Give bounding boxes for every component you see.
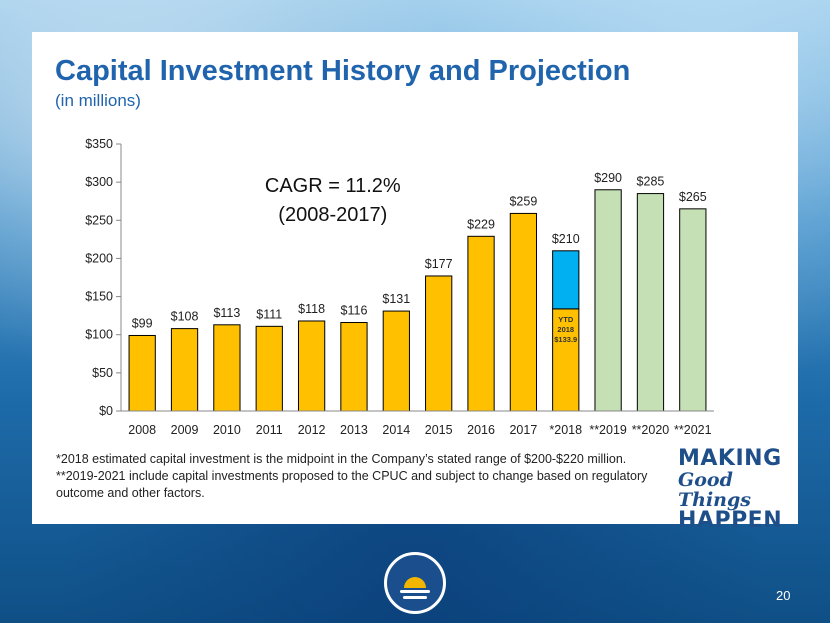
footnote-2019-2021-cont: outcome and other factors. xyxy=(56,486,205,500)
page-subtitle: (in millions) xyxy=(55,91,141,110)
bar-2016 xyxy=(467,235,495,412)
y-tick-label: $250 xyxy=(85,213,113,227)
page-title: Capital Investment History and Projectio… xyxy=(55,55,631,87)
y-tick-label: $0 xyxy=(99,404,113,418)
bars xyxy=(128,189,707,412)
x-tick-label: *2018 xyxy=(549,423,582,437)
bar-value-label: $177 xyxy=(425,257,453,271)
bar-2009 xyxy=(170,328,199,412)
x-tick-label: 2015 xyxy=(425,423,453,437)
bar-value-label: $285 xyxy=(637,175,665,189)
y-tick-label: $50 xyxy=(92,366,113,380)
cagr-annotation-line: CAGR = 11.2% xyxy=(265,175,401,197)
bar-2017 xyxy=(509,212,538,412)
footnote-2018: *2018 estimated capital investment is th… xyxy=(56,452,627,466)
bar-2018-remaining xyxy=(552,250,580,310)
page-number: 20 xyxy=(776,588,791,603)
x-tick-label: 2014 xyxy=(382,423,410,437)
slide-card xyxy=(32,32,798,524)
bar-2013 xyxy=(340,322,368,412)
bar-2012 xyxy=(297,320,326,412)
x-tick-label: 2013 xyxy=(340,423,368,437)
ytd-label-line: 2018 xyxy=(557,325,574,334)
ytd-label-line: YTD xyxy=(558,315,574,324)
bar-2008 xyxy=(128,334,156,412)
x-tick-label: **2020 xyxy=(632,423,670,437)
bar-value-label: $113 xyxy=(213,306,240,320)
x-tick-label: 2010 xyxy=(213,423,241,437)
company-seal-icon xyxy=(384,552,446,614)
brand-line-2: Good Things xyxy=(678,469,751,511)
bar-value-label: $290 xyxy=(594,171,622,185)
seal-wave-shape-2 xyxy=(403,596,427,599)
brand-line-3: HAPPEN xyxy=(678,508,783,533)
bar-value-label: $265 xyxy=(679,190,707,204)
value-labels: $99 $108 $113 $111 $118 $116 $131 $177 $229 $259 Y… xyxy=(132,171,707,344)
bar-value-label: $118 xyxy=(298,302,325,316)
y-tick-label: $200 xyxy=(85,251,113,265)
bar-value-label: $99 xyxy=(132,316,153,330)
x-tick-label: **2021 xyxy=(674,423,712,437)
cagr-annotation-line: (2008-2017) xyxy=(278,204,387,226)
y-tick-label: $300 xyxy=(85,175,113,189)
bar-value-label: $108 xyxy=(171,310,199,324)
bar-2020 xyxy=(636,193,665,412)
bar-2014 xyxy=(382,310,410,412)
y-tick-label: $150 xyxy=(85,290,113,304)
x-tick-label: 2009 xyxy=(171,423,199,437)
bar-2011 xyxy=(255,325,283,412)
brand-line-1: MAKING xyxy=(678,446,782,471)
y-tick-label: $100 xyxy=(85,328,113,342)
x-axis: 2008 2009 2010 2011 2012 2013 2014 2015 2016 2017… xyxy=(121,410,714,437)
bar-value-label: $131 xyxy=(382,292,410,306)
x-tick-label: 2016 xyxy=(467,423,495,437)
bar-value-label: $116 xyxy=(341,304,368,318)
cagr-annotation: CAGR = 11.2% (2008-2017) xyxy=(265,175,401,226)
x-tick-label: 2011 xyxy=(256,423,283,437)
ytd-label-line: $133.9 xyxy=(554,335,577,344)
bar-value-label: $111 xyxy=(256,307,282,321)
x-tick-label: 2012 xyxy=(298,423,326,437)
bar-2021 xyxy=(679,208,707,412)
bar-2010 xyxy=(213,324,241,412)
bar-2018-ytd xyxy=(552,308,580,412)
y-axis: $0 $50 $100 $150 $200 $250 $300 $350 xyxy=(85,137,122,418)
seal-wave-shape xyxy=(400,590,430,593)
y-tick-label: $350 xyxy=(85,137,113,151)
seal-sun-shape xyxy=(404,577,426,588)
bar-value-label: $259 xyxy=(509,194,537,208)
x-tick-label: **2019 xyxy=(589,423,627,437)
bar-value-label: $229 xyxy=(467,217,495,231)
bar-2019 xyxy=(594,189,622,412)
x-tick-label: 2008 xyxy=(128,423,156,437)
bar-value-label: $210 xyxy=(552,232,580,246)
bar-2015 xyxy=(425,275,453,412)
brand-logo: MAKING Good Things HAPPEN xyxy=(678,448,788,532)
footnotes: *2018 estimated capital investment is th… xyxy=(56,451,656,502)
footnote-2019-2021: **2019-2021 include capital investments … xyxy=(56,469,648,483)
x-tick-label: 2017 xyxy=(509,423,537,437)
